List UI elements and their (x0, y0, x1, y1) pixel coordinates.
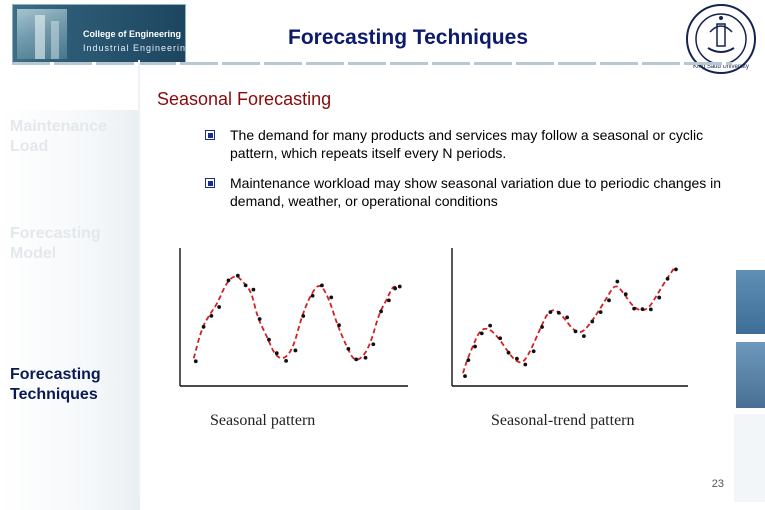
data-point (479, 331, 484, 336)
data-point (573, 329, 578, 334)
data-point (337, 323, 341, 328)
sidebar-divider (138, 60, 140, 496)
data-point (235, 273, 240, 278)
square-bullet-icon (205, 130, 215, 140)
slide-title: Forecasting Techniques (288, 26, 528, 49)
data-point (565, 315, 570, 320)
data-point (463, 374, 467, 379)
data-point (293, 348, 298, 353)
chart-caption-seasonal-trend: Seasonal-trend pattern (491, 412, 635, 429)
sidebar-nav (0, 110, 140, 510)
data-point (354, 357, 359, 362)
data-point (397, 284, 402, 289)
data-point (648, 307, 653, 312)
data-point (226, 278, 231, 283)
data-point (329, 295, 334, 300)
decor-block-top (736, 270, 765, 334)
data-point (531, 349, 536, 354)
data-point (201, 324, 206, 329)
header-divider (12, 62, 732, 65)
data-point (640, 307, 645, 312)
right-decor-lower (734, 414, 765, 502)
data-point (310, 293, 315, 298)
right-decor-strip (736, 270, 765, 408)
data-point (251, 287, 256, 292)
banner-department-text: Industrial Engineering (83, 43, 186, 53)
data-point (193, 359, 198, 364)
data-point (498, 336, 503, 341)
bullet-item: The demand for many products and service… (205, 126, 725, 162)
data-point (320, 283, 324, 288)
data-point (301, 314, 306, 318)
data-point (581, 334, 586, 339)
bullet-item: Maintenance workload may show seasonal v… (205, 174, 725, 210)
data-point (506, 350, 511, 355)
data-point (623, 292, 628, 297)
data-point (556, 310, 561, 315)
square-bullet-icon (205, 178, 215, 188)
data-point (632, 306, 637, 311)
data-point (540, 325, 544, 329)
decor-block-bottom (736, 342, 765, 408)
college-banner-logo: College of Engineering Industrial Engine… (12, 4, 186, 64)
data-point (598, 310, 603, 315)
data-point (590, 319, 595, 324)
data-point (209, 314, 214, 318)
data-point (488, 323, 493, 328)
sidebar-item-forecasting-model[interactable]: Forecasting Model (10, 225, 101, 262)
data-point (379, 309, 383, 314)
data-point (466, 358, 471, 362)
data-point (284, 358, 288, 363)
section-heading: Seasonal Forecasting (157, 89, 332, 109)
bullet-text: The demand for many products and service… (230, 127, 704, 161)
page-number: 23 (711, 478, 724, 490)
data-point (548, 310, 553, 315)
building-column (35, 15, 45, 59)
data-point (515, 356, 519, 361)
data-point (607, 298, 611, 303)
sidebar-item-maintenance-load[interactable]: Maintenance Load (10, 118, 107, 155)
chart-caption-seasonal: Seasonal pattern (210, 412, 316, 429)
data-point (346, 347, 351, 351)
seasonal-curve (462, 267, 675, 374)
data-point (257, 317, 262, 321)
data-point (615, 279, 620, 284)
data-point (274, 351, 279, 356)
header-bar: College of Engineering Industrial Engine… (0, 0, 765, 74)
data-point (243, 283, 248, 288)
data-point (386, 298, 391, 303)
bullet-list: The demand for many products and service… (205, 126, 725, 222)
data-point (393, 286, 397, 291)
seasonal-curve (192, 275, 399, 361)
building-column-2 (51, 21, 59, 59)
data-point (674, 267, 678, 272)
bullet-text: Maintenance workload may show seasonal v… (230, 175, 722, 209)
data-point (217, 305, 222, 309)
data-point (267, 337, 271, 342)
sidebar-item-forecasting-techniques[interactable]: Forecasting Techniques (10, 366, 101, 403)
data-point (363, 355, 368, 360)
data-point (657, 295, 662, 300)
banner-college-text: College of Engineering (83, 29, 182, 39)
data-point (371, 342, 376, 347)
data-point (473, 344, 477, 349)
data-point (665, 276, 670, 281)
seal-text: King Saud University (693, 64, 749, 70)
data-point (523, 362, 528, 367)
